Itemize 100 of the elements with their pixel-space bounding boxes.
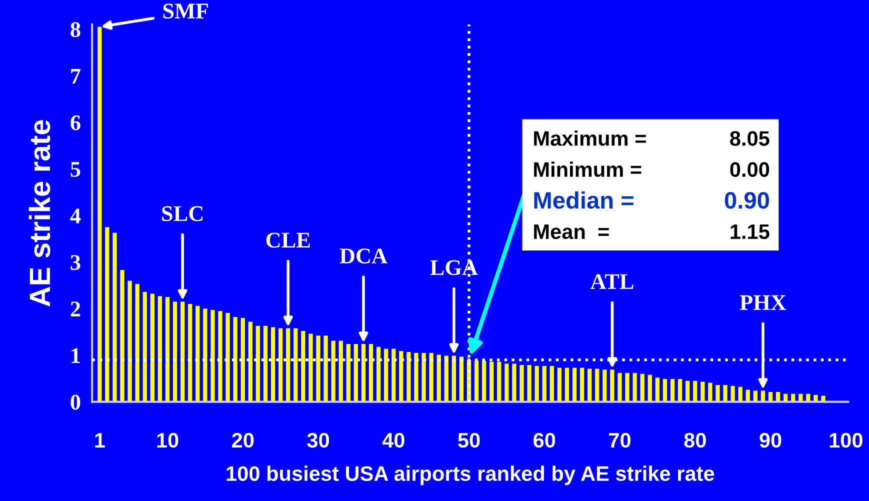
- annotation: 0.90: [724, 192, 769, 209]
- bar: [452, 356, 456, 402]
- bar: [158, 296, 162, 402]
- bar: [135, 284, 140, 402]
- x-tick-label: 100: [830, 432, 862, 448]
- annotation: SLC: [162, 206, 202, 222]
- bar: [686, 380, 690, 402]
- bar: [203, 308, 208, 402]
- y-axis-title: AE strike rate: [28, 120, 50, 306]
- bar: [482, 360, 486, 402]
- x-tick-label: 80: [684, 432, 706, 448]
- bar: [497, 362, 502, 402]
- bar: [716, 385, 720, 402]
- bar: [700, 382, 705, 402]
- annotation: Maximum =: [534, 130, 646, 146]
- y-tick-label: 7: [71, 68, 80, 84]
- bar: [564, 368, 570, 402]
- x-tick-label: 50: [458, 432, 480, 448]
- bar: [196, 306, 200, 402]
- bar: [368, 344, 374, 402]
- bar: [240, 318, 245, 402]
- bar: [263, 326, 268, 402]
- x-tick-label: 30: [307, 432, 329, 448]
- bar: [361, 344, 366, 402]
- bar: [384, 348, 388, 402]
- bar: [806, 394, 810, 402]
- bar: [602, 370, 607, 402]
- bar: [346, 344, 350, 402]
- bar: [632, 372, 637, 402]
- bar: [392, 348, 396, 402]
- bar: [180, 302, 185, 402]
- bar: [504, 364, 509, 402]
- bar: [588, 368, 592, 402]
- y-tick-label: 3: [70, 255, 80, 270]
- bar: [294, 328, 298, 402]
- y-tick-label: 5: [70, 162, 80, 177]
- bar: [248, 322, 252, 402]
- annotation: 1.15: [730, 224, 770, 240]
- bar: [527, 365, 532, 402]
- bar: [165, 297, 170, 402]
- bar: [821, 396, 826, 402]
- bar: [376, 346, 381, 402]
- y-tick-label: 4: [70, 208, 81, 224]
- annotation: 8.05: [730, 131, 770, 146]
- annotation: CLE: [266, 232, 310, 248]
- annotation: Minimum =: [534, 162, 642, 177]
- bar: [278, 328, 283, 402]
- bar: [172, 302, 178, 402]
- bar: [753, 390, 758, 402]
- bar: [459, 356, 464, 402]
- bar: [150, 294, 154, 402]
- annotation: SMF: [163, 4, 208, 19]
- bar: [670, 378, 675, 402]
- bar: [128, 280, 132, 402]
- bar: [640, 374, 644, 402]
- bar: [625, 372, 630, 402]
- x-tick-label: 1: [95, 433, 105, 448]
- bar: [520, 365, 524, 402]
- bar: [550, 366, 554, 402]
- bar: [406, 352, 411, 402]
- bar: [331, 340, 336, 402]
- x-tick-label: 20: [232, 432, 254, 448]
- annotation: ATL: [590, 274, 634, 289]
- annotation: DCA: [340, 248, 388, 264]
- y-tick-label: 2: [70, 302, 80, 316]
- annotation: PHX: [740, 295, 786, 310]
- y-tick-label: 1: [72, 348, 80, 363]
- bar: [474, 360, 479, 402]
- x-axis-title: 100 busiest USA airports ranked by AE strike rate: [226, 466, 714, 486]
- bar: [723, 385, 728, 402]
- bar: [399, 351, 404, 402]
- bar: [760, 390, 766, 402]
- bar: [542, 366, 546, 402]
- bar: [572, 368, 577, 402]
- bar: [814, 394, 818, 402]
- bar: [338, 340, 343, 402]
- y-tick-label: 0: [70, 394, 80, 410]
- bar: [422, 352, 426, 402]
- bar: [218, 310, 222, 402]
- bar: [648, 374, 652, 402]
- x-tick-label: 60: [534, 432, 556, 448]
- bar: [120, 270, 124, 402]
- bar: [557, 368, 562, 402]
- bar: [580, 368, 584, 402]
- bar: [256, 326, 260, 402]
- bar: [534, 366, 539, 402]
- bar: [490, 362, 494, 402]
- y-tick-label: 8: [70, 22, 80, 38]
- y-tick-label: 6: [70, 115, 80, 130]
- bar: [354, 344, 358, 402]
- bar: [429, 352, 434, 402]
- bar: [610, 370, 614, 402]
- bar: [414, 352, 418, 402]
- bar: [324, 336, 328, 402]
- bar: [286, 328, 290, 402]
- x-tick-label: 70: [609, 432, 630, 448]
- bar: [730, 386, 735, 402]
- bar: [210, 310, 215, 402]
- bar: [142, 292, 147, 402]
- bar: [98, 26, 102, 402]
